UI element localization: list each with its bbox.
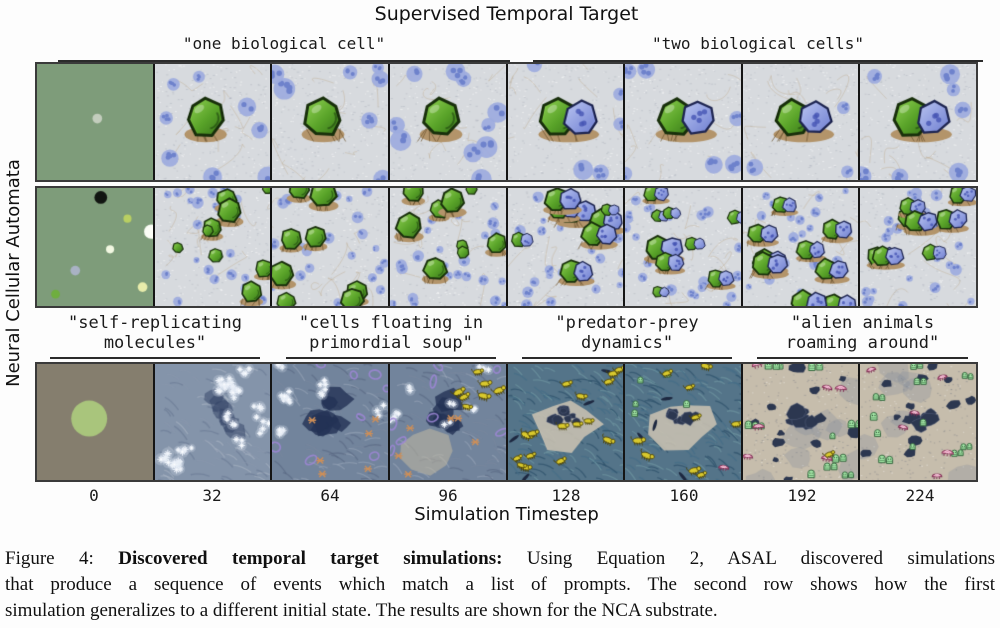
sim-frame-row2-t32: [152, 188, 271, 306]
sim-frame-row1-t160: [623, 64, 741, 180]
caption-figure-number: Figure 4:: [5, 548, 119, 569]
sim-frame-row2-t96: [387, 188, 506, 306]
simulation-canvas: [860, 188, 976, 306]
prompt-line1: "cells floating in: [298, 313, 484, 333]
prompt-line2: dynamics": [580, 333, 674, 353]
prompt-label-self-replicating-molecules: "self-replicating molecules": [50, 313, 260, 359]
sim-frame-row2-t160: [623, 188, 741, 306]
simulation-canvas: [860, 364, 976, 480]
caption-line-1: Figure 4: Discovered temporal target sim…: [5, 546, 995, 572]
simulation-canvas: [154, 364, 271, 480]
simulation-canvas: [625, 188, 741, 306]
simulation-canvas: [272, 64, 388, 180]
simulation-canvas: [154, 64, 271, 180]
sim-frame-row3-t0: [37, 364, 153, 480]
x-axis-label: Simulation Timestep: [414, 504, 599, 525]
caption-bold-title: Discovered temporal target simulations:: [118, 548, 503, 569]
sim-frame-row3-t128: [505, 364, 624, 480]
prompt-label-alien-animals: "alien animals roaming around": [757, 313, 968, 359]
timestep-label-0: 0: [89, 486, 99, 505]
timestep-label-64: 64: [320, 486, 340, 505]
sim-frame-row2-t128: [505, 188, 624, 306]
sim-frame-row1-t64: [270, 64, 388, 180]
simulation-canvas: [625, 364, 741, 480]
sim-frame-row1-t0: [37, 64, 153, 180]
sim-frame-row1-t224: [858, 64, 976, 180]
prompt-text: "two biological cells": [652, 34, 864, 53]
sim-frame-row2-t192: [740, 188, 859, 306]
simulation-canvas: [154, 188, 271, 306]
caption-line-3: simulation generalizes to a different in…: [5, 600, 718, 621]
figure-caption: Figure 4: Discovered temporal target sim…: [5, 546, 995, 624]
sim-frame-row1-t192: [740, 64, 859, 180]
sim-frame-row3-t64: [270, 364, 388, 480]
simulation-canvas: [507, 64, 624, 180]
sim-frame-row1-t128: [505, 64, 624, 180]
sim-frame-row3-t96: [387, 364, 506, 480]
simulation-row-1: [35, 62, 978, 182]
simulation-canvas: [742, 64, 859, 180]
initial-state-canvas: [37, 64, 153, 180]
prompt-line1: "self-replicating: [68, 313, 242, 333]
simulation-canvas: [860, 64, 976, 180]
prompt-label-cells-floating: "cells floating in primordial soup": [286, 313, 496, 359]
simulation-canvas: [507, 364, 624, 480]
prompt-label-two-biological-cells: "two biological cells": [533, 34, 983, 62]
prompt-line2: primordial soup": [309, 333, 473, 353]
simulation-canvas: [742, 364, 859, 480]
sim-frame-row2-t0: [37, 188, 153, 306]
simulation-row-3: [35, 362, 978, 482]
sim-frame-row3-t32: [152, 364, 271, 480]
simulation-canvas: [507, 188, 624, 306]
sim-frame-row1-t96: [387, 64, 506, 180]
caption-line1-rest: Using Equation 2, ASAL discovered simula…: [502, 548, 995, 569]
y-axis-label: Neural Cellular Automata: [3, 159, 24, 387]
timestep-label-160: 160: [669, 486, 699, 505]
simulation-canvas: [625, 64, 741, 180]
timestep-label-192: 192: [787, 486, 817, 505]
figure-title: Supervised Temporal Target: [374, 3, 639, 25]
initial-state-canvas: [37, 188, 153, 306]
prompt-line1: "predator-prey: [555, 313, 699, 333]
prompt-line1: "alien animals: [790, 313, 935, 333]
sim-frame-row2-t224: [858, 188, 976, 306]
simulation-canvas: [742, 188, 859, 306]
timestep-label-128: 128: [551, 486, 581, 505]
sim-frame-row3-t160: [623, 364, 741, 480]
timestep-label-96: 96: [438, 486, 458, 505]
simulation-row-2: [35, 186, 978, 308]
prompt-label-predator-prey: "predator-prey dynamics": [522, 313, 732, 359]
prompt-line2: molecules": [103, 333, 207, 353]
caption-line-2: that produce a sequence of events which …: [5, 574, 995, 595]
sim-frame-row1-t32: [152, 64, 271, 180]
prompt-text: "one biological cell": [182, 34, 386, 53]
timestep-axis: 0 32 64 96 128 160 192 224: [0, 486, 1000, 505]
timestep-label-224: 224: [905, 486, 935, 505]
timestep-label-32: 32: [202, 486, 222, 505]
sim-frame-row2-t64: [270, 188, 388, 306]
sim-frame-row3-t224: [858, 364, 976, 480]
initial-state-canvas: [37, 364, 153, 480]
simulation-canvas: [389, 188, 506, 306]
simulation-canvas: [272, 364, 388, 480]
simulation-canvas: [272, 188, 388, 306]
sim-frame-row3-t192: [740, 364, 859, 480]
simulation-canvas: [389, 364, 506, 480]
prompt-label-one-biological-cell: "one biological cell": [58, 34, 510, 62]
simulation-canvas: [389, 64, 506, 180]
prompt-line2: roaming around": [785, 333, 940, 353]
